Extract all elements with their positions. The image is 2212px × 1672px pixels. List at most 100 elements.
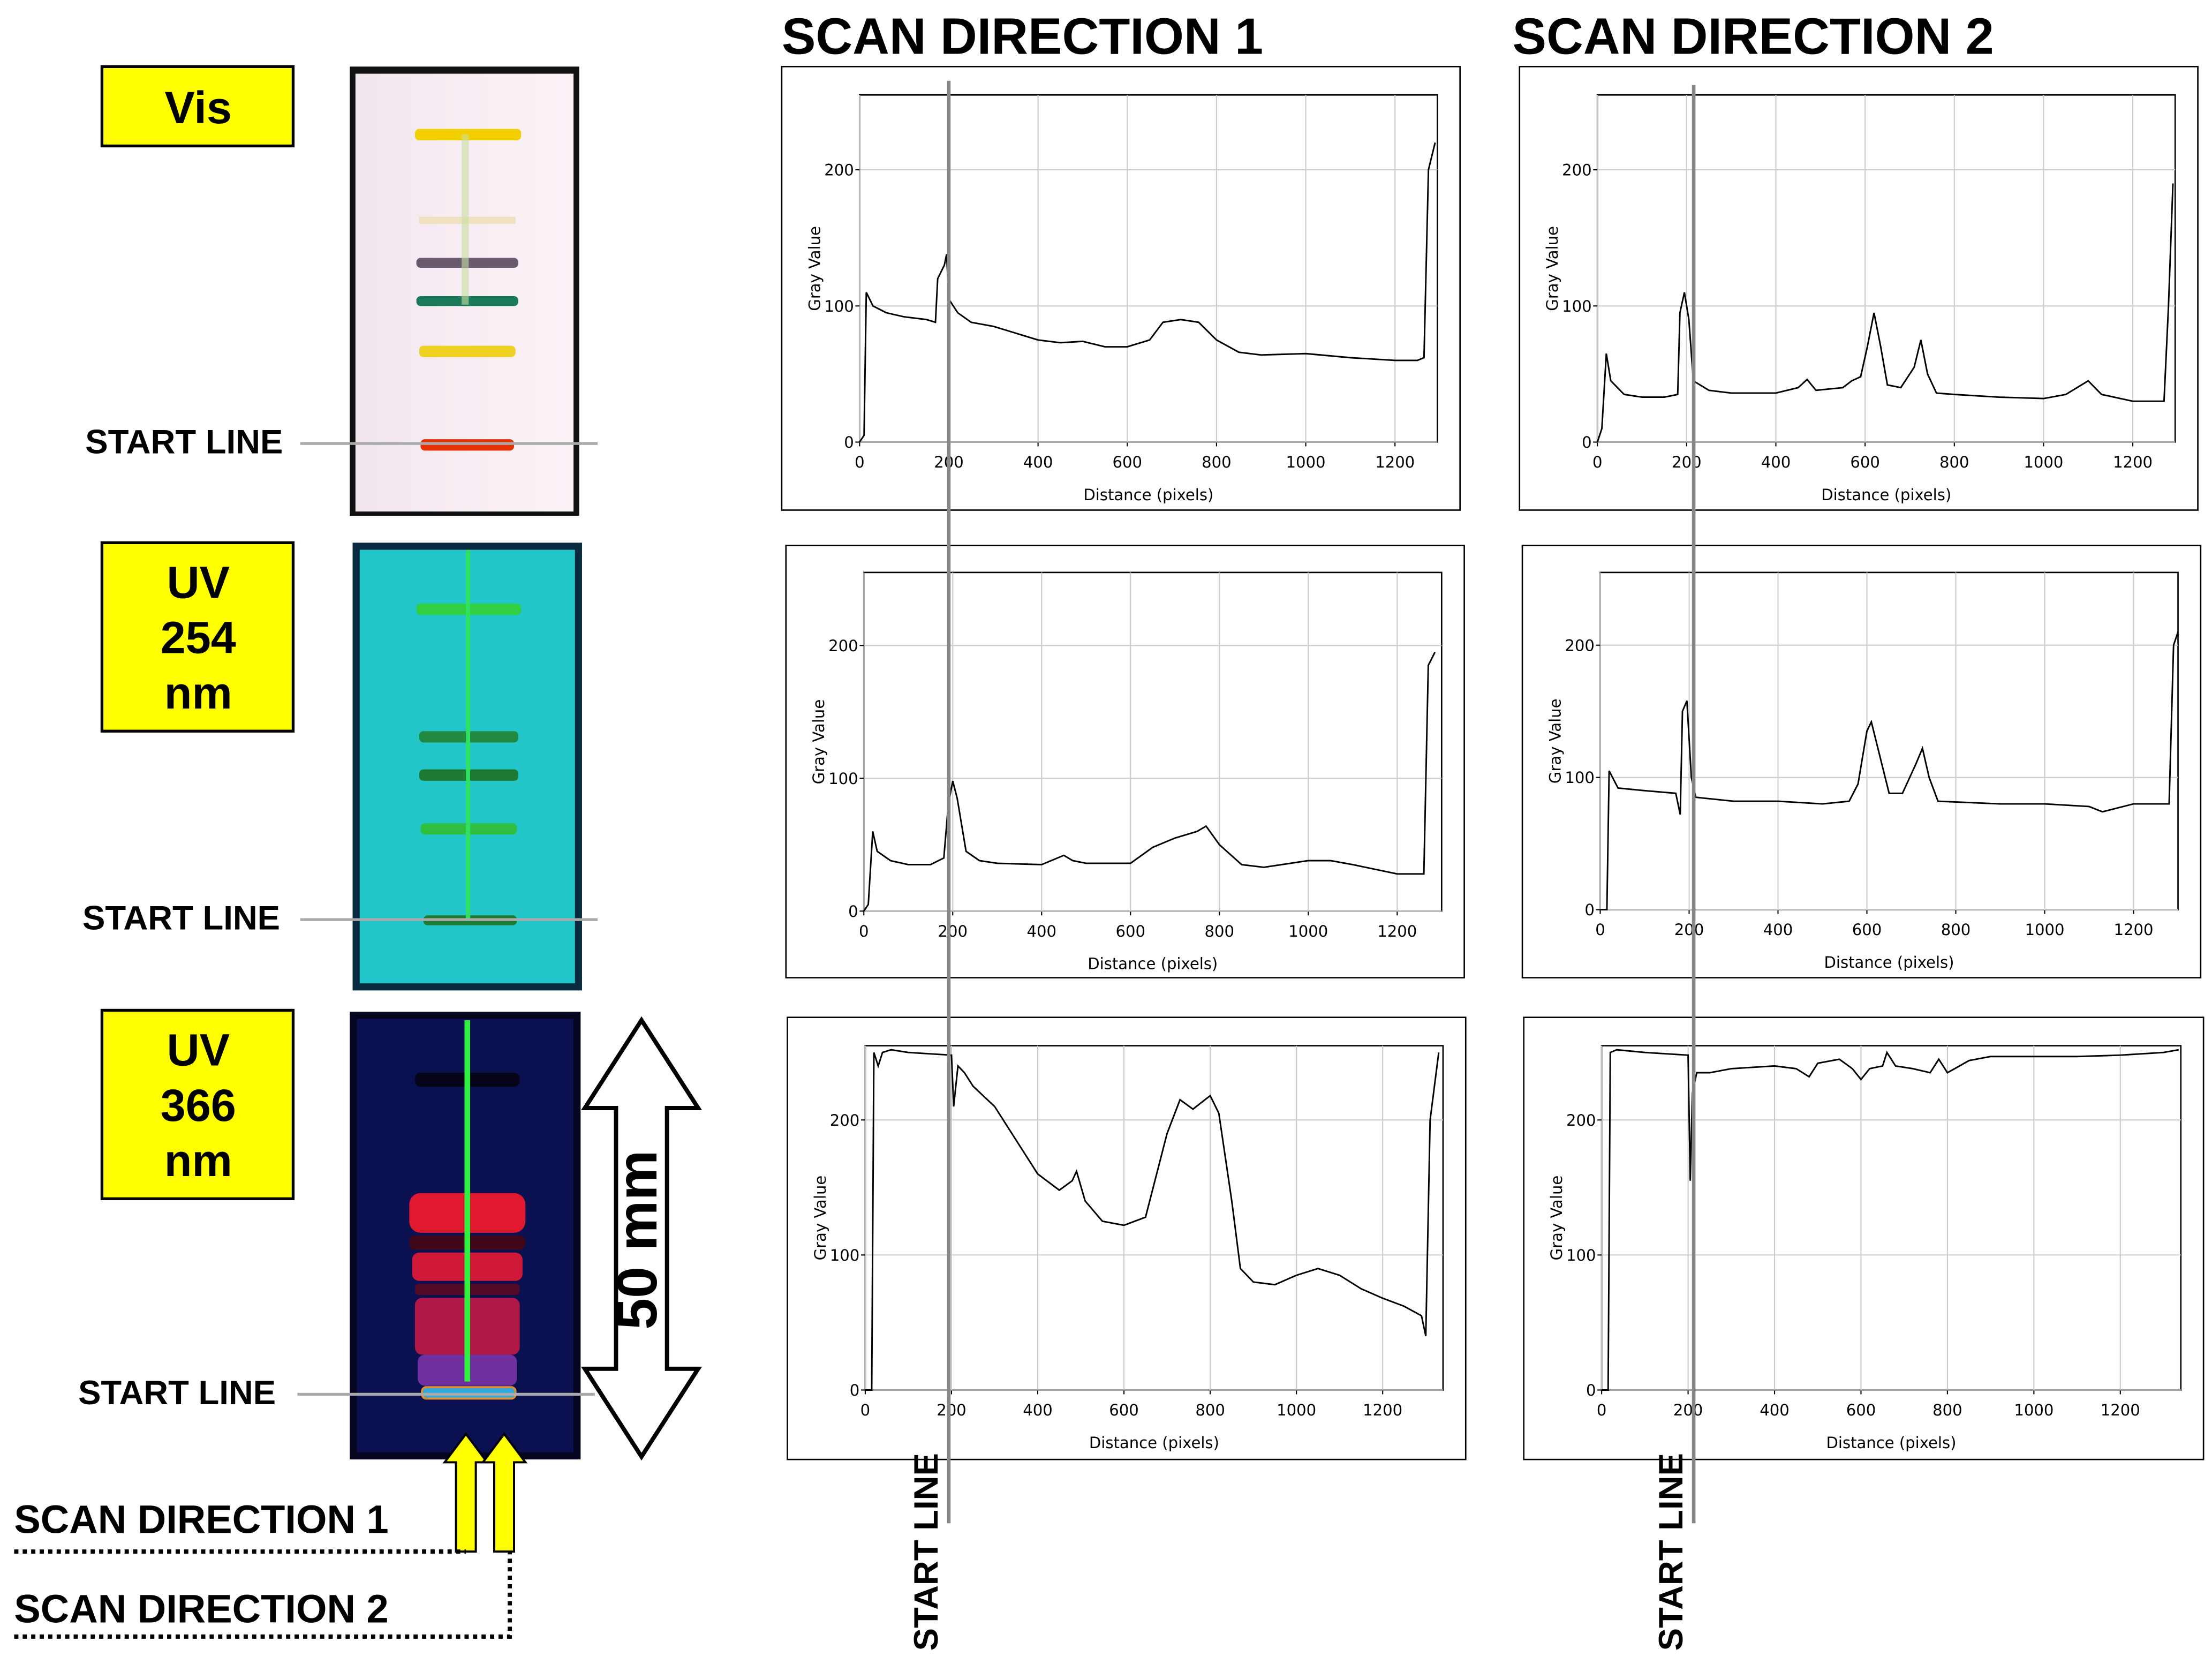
start-line-label: START LINE — [908, 1453, 945, 1651]
x-tick-label: 400 — [1023, 453, 1053, 471]
y-tick-label: 200 — [824, 161, 854, 179]
streak — [464, 1020, 471, 1382]
streak — [462, 134, 469, 305]
x-tick-label: 600 — [1113, 453, 1143, 471]
y-axis-label: Gray Value — [1543, 226, 1561, 311]
x-tick-label: 400 — [1761, 453, 1791, 471]
scan-arrow — [442, 1432, 489, 1553]
y-tick-label: 200 — [1562, 161, 1592, 179]
x-tick-label: 1200 — [1363, 1401, 1402, 1419]
scan-arrow — [480, 1432, 528, 1553]
label-box — [100, 65, 295, 148]
y-axis-label: Gray Value — [810, 699, 828, 785]
x-tick-label: 400 — [1763, 921, 1793, 939]
profile-line — [865, 1049, 1440, 1391]
profile-line — [859, 142, 1436, 443]
x-tick-label: 400 — [1023, 1401, 1053, 1419]
plot-area — [863, 571, 1443, 912]
y-axis-label: Gray Value — [811, 1176, 829, 1261]
x-tick-label: 1000 — [2025, 921, 2065, 939]
x-tick-label: 1200 — [2114, 921, 2154, 939]
start-line-label: START LINE — [82, 900, 280, 937]
x-tick-label: 200 — [938, 922, 968, 940]
x-tick-label: 600 — [1116, 922, 1146, 940]
x-tick-label: 1000 — [2014, 1401, 2054, 1419]
plot-area — [864, 1045, 1444, 1391]
x-tick-label: 800 — [1195, 1401, 1225, 1419]
y-axis-label: Gray Value — [1547, 1176, 1566, 1261]
y-tick-label: 200 — [828, 637, 858, 655]
x-axis-label: Distance (pixels) — [1824, 953, 1954, 971]
x-axis-label: Distance (pixels) — [1088, 955, 1218, 973]
plate-label: 366 — [161, 1080, 236, 1131]
plot-area — [859, 94, 1438, 443]
plot-area — [1601, 1045, 2182, 1391]
band — [419, 345, 516, 357]
x-tick-label: 0 — [855, 453, 865, 471]
plot-area — [1599, 571, 2179, 910]
x-axis-label: Distance (pixels) — [1826, 1434, 1956, 1452]
profile-line — [1600, 631, 2179, 911]
x-tick-label: 200 — [1672, 453, 1702, 471]
x-tick-label: 1200 — [1375, 453, 1415, 471]
y-tick-label: 200 — [830, 1111, 860, 1129]
x-tick-label: 1000 — [1288, 922, 1328, 940]
y-tick-label: 100 — [1562, 297, 1592, 315]
start-line-label: START LINE — [85, 424, 283, 461]
profile-line — [1596, 183, 2174, 442]
label-box — [100, 1008, 295, 1200]
y-axis-label: Gray Value — [1546, 698, 1564, 784]
x-tick-label: 1000 — [1286, 453, 1326, 471]
x-tick-label: 400 — [1027, 922, 1057, 940]
x-tick-label: 200 — [937, 1401, 967, 1419]
plate-label: nm — [164, 667, 232, 718]
y-tick-label: 0 — [1586, 1381, 1596, 1399]
x-tick-label: 600 — [1109, 1401, 1139, 1419]
x-tick-label: 600 — [1846, 1401, 1876, 1419]
x-tick-label: 600 — [1850, 453, 1880, 471]
column-title: SCAN DIRECTION 1 — [782, 9, 1263, 65]
x-axis-label: Distance (pixels) — [1083, 486, 1213, 504]
x-tick-label: 800 — [1205, 922, 1235, 940]
start-line-label: START LINE — [1652, 1453, 1690, 1651]
x-tick-label: 800 — [1941, 921, 1971, 939]
plate-label: nm — [164, 1135, 232, 1186]
y-tick-label: 0 — [844, 433, 854, 451]
y-tick-label: 0 — [1584, 901, 1595, 919]
y-tick-label: 0 — [1582, 433, 1592, 451]
y-tick-label: 100 — [824, 297, 854, 315]
x-tick-label: 800 — [1939, 453, 1969, 471]
x-tick-label: 200 — [1673, 1401, 1703, 1419]
profile-line — [863, 652, 1436, 912]
x-tick-label: 200 — [1674, 921, 1704, 939]
x-tick-label: 1000 — [1277, 1401, 1316, 1419]
x-tick-label: 600 — [1852, 921, 1882, 939]
y-axis-label: Gray Value — [805, 226, 824, 311]
x-tick-label: 1200 — [2113, 453, 2153, 471]
scale-arrow — [580, 1016, 703, 1461]
scan-path — [14, 1552, 512, 1639]
plot-area — [1596, 94, 2176, 443]
start-line-label: START LINE — [78, 1374, 276, 1412]
y-tick-label: 100 — [828, 770, 858, 788]
y-tick-label: 100 — [1566, 1246, 1596, 1264]
x-tick-label: 800 — [1202, 453, 1232, 471]
scale-label: 50 mm — [606, 1150, 669, 1329]
y-tick-label: 0 — [848, 902, 858, 921]
x-tick-label: 1200 — [2101, 1401, 2140, 1419]
y-tick-label: 0 — [850, 1381, 860, 1399]
plate-label: UV — [167, 1025, 230, 1075]
streak — [466, 549, 471, 921]
plate-label: UV — [167, 556, 230, 607]
x-axis-label: Distance (pixels) — [1089, 1434, 1219, 1452]
x-tick-label: 0 — [860, 1401, 871, 1419]
x-tick-label: 0 — [859, 922, 869, 940]
x-tick-label: 0 — [1595, 921, 1605, 939]
y-tick-label: 100 — [1565, 769, 1595, 787]
x-tick-label: 1000 — [2024, 453, 2063, 471]
x-tick-label: 400 — [1760, 1401, 1790, 1419]
y-tick-label: 100 — [830, 1246, 860, 1264]
y-tick-label: 200 — [1565, 636, 1595, 654]
